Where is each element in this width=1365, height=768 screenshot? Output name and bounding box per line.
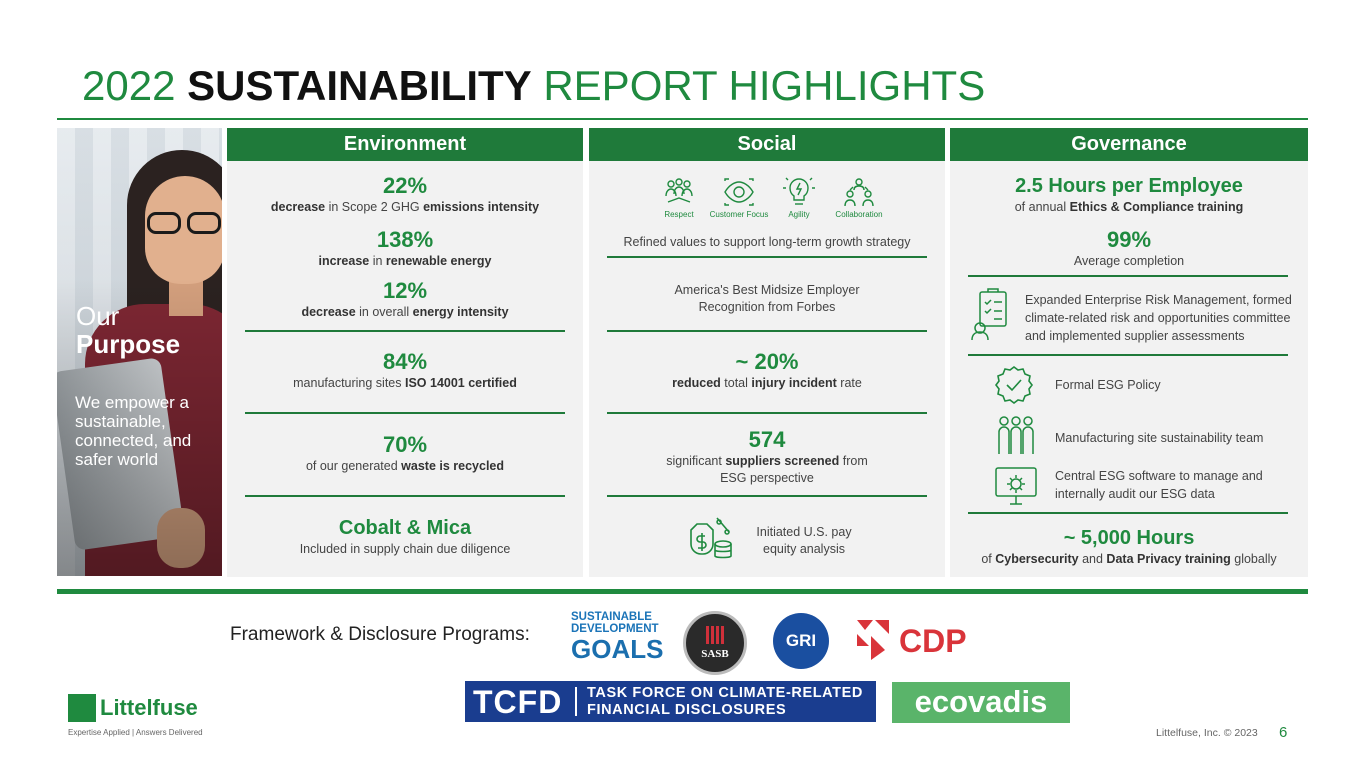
pay-equity-icon	[690, 517, 732, 559]
environment-header: Environment	[227, 128, 583, 161]
purpose-photo	[57, 128, 222, 576]
sasb-logo: SASB	[683, 611, 747, 675]
divider	[607, 330, 927, 332]
customer-focus-icon	[724, 178, 754, 206]
env-item: Cobalt & Mica Included in supply chain d…	[299, 517, 511, 556]
divider	[968, 275, 1288, 277]
cyber-training: ~ 5,000 Hours of Cybersecurity and Data …	[981, 527, 1277, 566]
divider	[968, 512, 1288, 514]
social-panel: Social Respect Customer Focus Agility Co…	[589, 128, 945, 577]
monitor-gear-icon	[995, 467, 1037, 505]
checklist-icon	[971, 288, 1007, 341]
suppliers-screened: 574 significant suppliers screened from …	[666, 427, 868, 485]
tcfd-logo: TCFD TASK FORCE ON CLIMATE-RELATED FINAN…	[465, 681, 876, 722]
divider	[607, 412, 927, 414]
copyright: Littelfuse, Inc. © 2023	[1156, 727, 1258, 739]
value-customer-focus: Customer Focus	[709, 176, 769, 219]
cdp-mark-icon	[857, 620, 889, 660]
forbes-recognition: America's Best Midsize Employer Recognit…	[674, 283, 860, 314]
ethics-training: 2.5 Hours per Employee of annual Ethics …	[1014, 175, 1244, 214]
team-icon	[998, 416, 1034, 454]
page-number: 6	[1279, 724, 1288, 741]
completion-rate: 99% Average completion	[1073, 227, 1185, 268]
cdp-logo: CDP	[857, 618, 977, 662]
littelfuse-mark-icon	[68, 694, 96, 722]
frameworks-label: Framework & Disclosure Programs:	[230, 624, 530, 645]
divider	[245, 495, 565, 497]
page-title: 2022 SUSTAINABILITY REPORT HIGHLIGHTS	[82, 62, 986, 109]
pay-equity-text: Initiated U.S. pay equity analysis	[756, 525, 852, 556]
env-item: 84% manufacturing sites ISO 14001 certif…	[293, 349, 517, 390]
sdg-logo: SUSTAINABLE DEVELOPMENT GOALS	[571, 611, 664, 664]
purpose-statement: We empower a sustainable, connected, and…	[75, 393, 192, 469]
env-item: 70% of our generated waste is recycled	[305, 432, 505, 473]
divider	[607, 256, 927, 258]
values-caption: Refined values to support long-term grow…	[623, 235, 911, 249]
env-item: 138% increase in renewable energy	[318, 227, 492, 268]
badge-check-icon	[995, 366, 1033, 404]
value-collaboration: Collaboration	[829, 176, 889, 219]
value-agility: Agility	[769, 176, 829, 219]
divider	[607, 495, 927, 497]
value-respect: Respect	[649, 176, 709, 219]
gri-logo: GRI	[773, 613, 829, 669]
ecovadis-logo: ecovadis	[892, 682, 1070, 723]
divider	[968, 354, 1288, 356]
title-divider	[57, 118, 1308, 120]
company-values: Respect Customer Focus Agility Collabora…	[649, 176, 889, 232]
governance-panel: Governance 2.5 Hours per Employee of ann…	[950, 128, 1308, 577]
environment-panel: Environment 22% decrease in Scope 2 GHG …	[227, 128, 583, 577]
divider	[245, 412, 565, 414]
injury-rate: ~ 20% reduced total injury incident rate	[672, 349, 862, 390]
social-header: Social	[589, 128, 945, 161]
littelfuse-logo: Littelfuse Expertise Applied | Answers D…	[68, 694, 203, 737]
divider	[245, 330, 565, 332]
respect-icon	[665, 178, 693, 203]
bottom-divider	[57, 589, 1308, 594]
governance-header: Governance	[950, 128, 1308, 161]
purpose-heading: Our Purpose	[76, 301, 181, 359]
env-item: 22% decrease in Scope 2 GHG emissions in…	[270, 173, 540, 214]
env-item: 12% decrease in overall energy intensity	[301, 278, 509, 319]
agility-icon	[783, 177, 815, 205]
collaboration-icon	[844, 178, 874, 207]
